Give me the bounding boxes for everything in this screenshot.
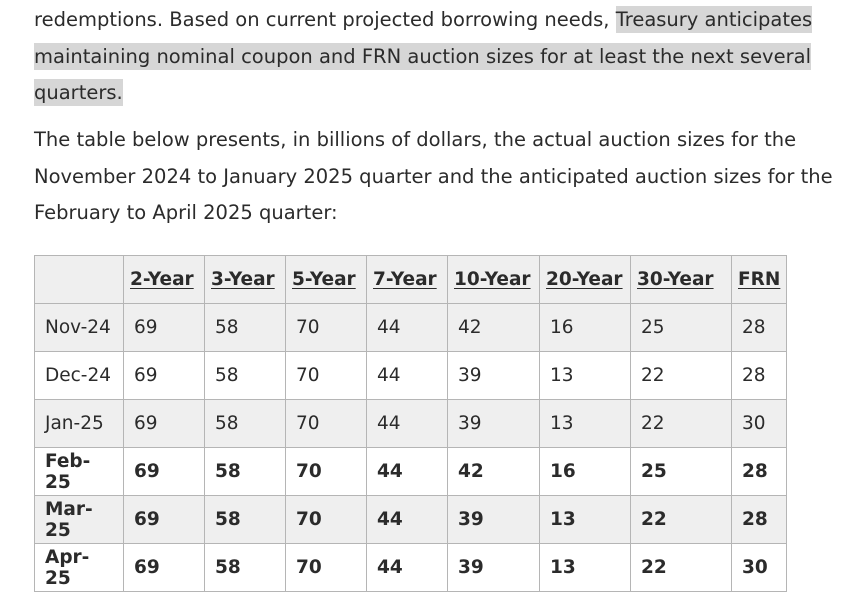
table-cell: 13 xyxy=(539,351,631,400)
table-cell: 25 xyxy=(630,447,732,496)
table-cell: 70 xyxy=(285,303,367,352)
table-cell: 42 xyxy=(447,447,540,496)
table-cell: 22 xyxy=(630,351,732,400)
table-cell: 22 xyxy=(630,399,732,448)
column-header-3-year[interactable]: 3-Year xyxy=(204,255,286,304)
table-row: Nov-24 69 58 70 44 42 16 25 28 xyxy=(34,303,788,352)
table-body: Nov-24 69 58 70 44 42 16 25 28 Dec-24 69 58 70 44 39 13… xyxy=(34,303,788,592)
table-cell: 28 xyxy=(730,495,788,544)
table-cell: 44 xyxy=(366,351,448,400)
column-header-7-year[interactable]: 7-Year xyxy=(366,255,448,304)
column-header-frn[interactable]: FRN xyxy=(730,255,788,304)
table-cell: 58 xyxy=(204,351,286,400)
highlighted-text: Treasury anticipates xyxy=(615,6,813,33)
table-corner-cell xyxy=(34,255,124,304)
table-cell: 16 xyxy=(539,447,631,496)
table-cell: 13 xyxy=(539,543,631,592)
row-label-cell: Jan-25 xyxy=(34,399,124,448)
table-cell: 28 xyxy=(730,303,788,352)
table-cell: 58 xyxy=(204,399,286,448)
paragraph-text: redemptions. Based on current projected … xyxy=(34,8,616,31)
table-cell: 69 xyxy=(123,495,205,544)
table-cell: 39 xyxy=(447,351,540,400)
table-row: Feb-25 69 58 70 44 42 16 25 28 xyxy=(34,447,788,496)
paragraph-line: November 2024 to January 2025 quarter an… xyxy=(34,164,833,188)
row-label-cell: Mar-25 xyxy=(34,495,124,544)
column-header-5-year[interactable]: 5-Year xyxy=(285,255,367,304)
table-row: Mar-25 69 58 70 44 39 13 22 28 xyxy=(34,495,788,544)
table-cell: 44 xyxy=(366,495,448,544)
table-cell: 39 xyxy=(447,543,540,592)
column-header-2-year[interactable]: 2-Year xyxy=(123,255,205,304)
paragraph-redemptions: redemptions. Based on current projected … xyxy=(34,2,834,112)
highlighted-text: quarters. xyxy=(34,79,123,106)
column-header-30-year[interactable]: 30-Year xyxy=(630,255,732,304)
table-row: Apr-25 69 58 70 44 39 13 22 30 xyxy=(34,543,788,592)
table-header-row: 2-Year 3-Year 5-Year 7-Year 10-Year 20-Y… xyxy=(34,255,788,304)
table-cell: 30 xyxy=(730,399,788,448)
table-cell: 44 xyxy=(366,543,448,592)
row-label-cell: Nov-24 xyxy=(34,303,124,352)
table-cell: 16 xyxy=(539,303,631,352)
table-row: Jan-25 69 58 70 44 39 13 22 30 xyxy=(34,399,788,448)
table-cell: 44 xyxy=(366,399,448,448)
row-label-cell: Dec-24 xyxy=(34,351,124,400)
column-header-20-year[interactable]: 20-Year xyxy=(539,255,631,304)
table-cell: 69 xyxy=(123,351,205,400)
paragraph-line: February to April 2025 quarter: xyxy=(34,201,338,224)
table-cell: 25 xyxy=(630,303,732,352)
table-cell: 70 xyxy=(285,351,367,400)
table-cell: 70 xyxy=(285,495,367,544)
table-cell: 70 xyxy=(285,399,367,448)
table-cell: 69 xyxy=(123,543,205,592)
table-cell: 70 xyxy=(285,447,367,496)
auction-sizes-table: 2-Year 3-Year 5-Year 7-Year 10-Year 20-Y… xyxy=(34,255,788,592)
column-header-10-year[interactable]: 10-Year xyxy=(447,255,540,304)
table-row: Dec-24 69 58 70 44 39 13 22 28 xyxy=(34,351,788,400)
table-cell: 39 xyxy=(447,495,540,544)
row-label-cell: Apr-25 xyxy=(34,543,124,592)
highlighted-text: maintaining nominal coupon and FRN aucti… xyxy=(34,42,811,70)
table-cell: 30 xyxy=(730,543,788,592)
table-cell: 69 xyxy=(123,447,205,496)
table-cell: 28 xyxy=(730,351,788,400)
table-cell: 44 xyxy=(366,303,448,352)
table-cell: 22 xyxy=(630,495,732,544)
table-cell: 13 xyxy=(539,495,631,544)
table-cell: 69 xyxy=(123,399,205,448)
table-cell: 39 xyxy=(447,399,540,448)
row-label-cell: Feb-25 xyxy=(34,447,124,496)
table-cell: 58 xyxy=(204,303,286,352)
table-cell: 22 xyxy=(630,543,732,592)
table-cell: 13 xyxy=(539,399,631,448)
table-cell: 58 xyxy=(204,543,286,592)
paragraph-line: The table below presents, in billions of… xyxy=(34,128,797,151)
table-cell: 42 xyxy=(447,303,540,352)
table-cell: 70 xyxy=(285,543,367,592)
table-cell: 58 xyxy=(204,495,286,544)
table-cell: 44 xyxy=(366,447,448,496)
table-cell: 28 xyxy=(730,447,788,496)
paragraph-table-intro: The table below presents, in billions of… xyxy=(34,122,834,232)
table-cell: 69 xyxy=(123,303,205,352)
table-cell: 58 xyxy=(204,447,286,496)
